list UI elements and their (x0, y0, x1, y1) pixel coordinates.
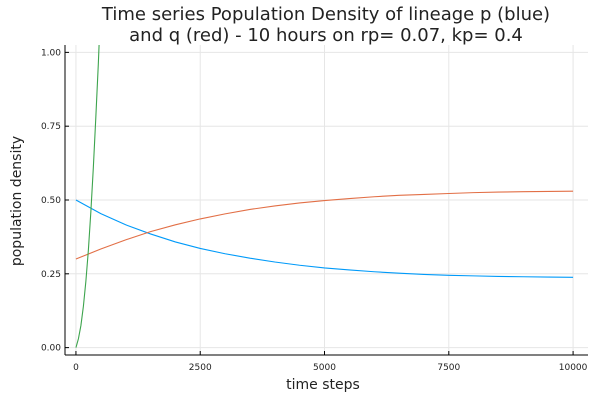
series-line-0 (75, 199, 574, 278)
y-tick-label-1: 0.25 (41, 270, 61, 280)
x-tick-label-3: 7500 (437, 363, 460, 373)
axis-layer: 0 2500 5000 7500 10000 0.00 0.25 0.50 0.75 1.00 (41, 45, 588, 373)
series-line-2 (75, 45, 100, 348)
y-axis-label: population density (9, 136, 25, 266)
label-layer: Time series Population Density of lineag… (9, 4, 550, 393)
y-tick-label-0: 0.00 (41, 344, 61, 354)
chart-title-line-2: and q (red) - 10 hours on rp= 0.07, kp= … (129, 25, 523, 46)
y-tick-label-2: 0.50 (41, 196, 61, 206)
x-tick-label-0: 0 (73, 363, 79, 373)
grid-layer (65, 45, 588, 355)
x-tick-label-1: 2500 (189, 363, 212, 373)
series-line-1 (75, 190, 574, 260)
y-tick-label-4: 1.00 (41, 48, 61, 58)
series-layer (75, 45, 574, 348)
x-axis-label: time steps (286, 377, 360, 393)
y-tick-label-3: 0.75 (41, 122, 61, 132)
x-tick-label-2: 5000 (313, 363, 336, 373)
x-tick-label-4: 10000 (559, 363, 588, 373)
chart-title-line-1: Time series Population Density of lineag… (101, 4, 550, 25)
